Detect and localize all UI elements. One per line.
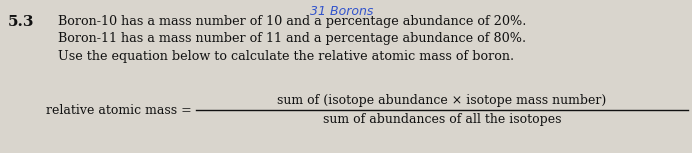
Text: 31 Borons: 31 Borons: [310, 5, 374, 18]
Text: Use the equation below to calculate the relative atomic mass of boron.: Use the equation below to calculate the …: [58, 50, 514, 63]
Text: sum of abundances of all the isotopes: sum of abundances of all the isotopes: [322, 113, 561, 126]
Text: Boron-10 has a mass number of 10 and a percentage abundance of 20%.: Boron-10 has a mass number of 10 and a p…: [58, 15, 527, 28]
Text: Boron-11 has a mass number of 11 and a percentage abundance of 80%.: Boron-11 has a mass number of 11 and a p…: [58, 32, 526, 45]
Text: relative atomic mass =: relative atomic mass =: [46, 103, 192, 116]
Text: 5.3: 5.3: [8, 15, 35, 29]
Text: sum of (isotope abundance × isotope mass number): sum of (isotope abundance × isotope mass…: [277, 94, 607, 107]
